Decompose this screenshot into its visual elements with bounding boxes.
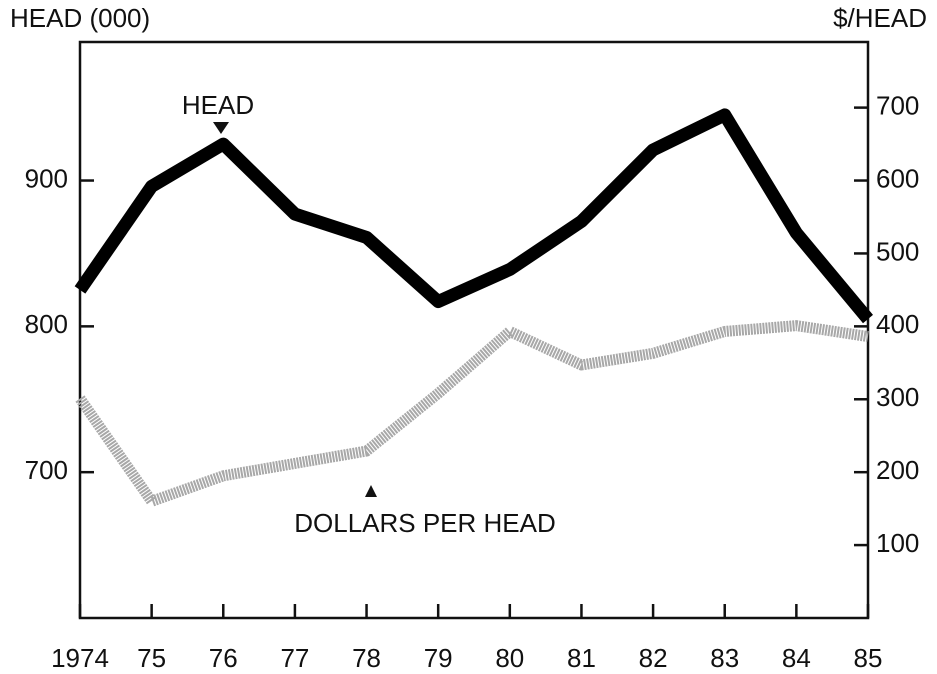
y-tick-label: 700 <box>25 455 68 485</box>
annotation-arrow <box>213 122 229 134</box>
x-tick-label: 81 <box>567 643 596 673</box>
y2-tick-label: 500 <box>876 236 919 266</box>
x-tick-label: 75 <box>137 643 166 673</box>
plot-frame <box>78 40 870 620</box>
annotation-arrow <box>365 485 377 497</box>
y2-tick-label: 400 <box>876 309 919 339</box>
x-tick-label: 84 <box>782 643 811 673</box>
y2-axis-label: $/HEAD <box>833 3 927 33</box>
x-tick-label: 78 <box>352 643 381 673</box>
annotation: HEAD <box>182 90 254 120</box>
x-tick-label: 79 <box>424 643 453 673</box>
data-line <box>75 320 869 507</box>
data-line <box>74 108 873 324</box>
x-tick-label: 85 <box>854 643 883 673</box>
y-tick-label: 900 <box>25 163 68 193</box>
y-axis-label: HEAD (000) <box>10 3 150 33</box>
x-tick-label: 80 <box>495 643 524 673</box>
y-tick-label: 800 <box>25 309 68 339</box>
x-tick-label: 83 <box>710 643 739 673</box>
x-tick-label: 82 <box>639 643 668 673</box>
y2-tick-label: 300 <box>876 382 919 412</box>
y2-tick-label: 600 <box>876 163 919 193</box>
y2-tick-label: 700 <box>876 90 919 120</box>
x-tick-label: 1974 <box>51 643 109 673</box>
x-tick-label: 77 <box>280 643 309 673</box>
x-tick-label: 76 <box>209 643 238 673</box>
y2-tick-label: 100 <box>876 528 919 558</box>
y2-tick-label: 200 <box>876 455 919 485</box>
annotation: DOLLARS PER HEAD <box>294 508 556 538</box>
